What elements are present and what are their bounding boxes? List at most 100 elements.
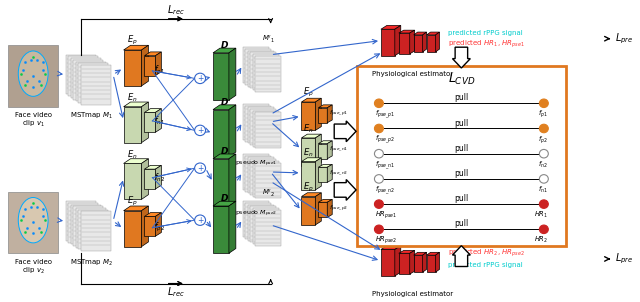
- Text: MSTmap $M_2$: MSTmap $M_2$: [70, 258, 113, 268]
- Polygon shape: [410, 30, 415, 54]
- Polygon shape: [327, 199, 332, 217]
- Text: $E_n$: $E_n$: [303, 146, 314, 159]
- FancyBboxPatch shape: [357, 66, 566, 246]
- Polygon shape: [301, 102, 316, 130]
- Text: D: D: [221, 147, 228, 156]
- Polygon shape: [327, 141, 332, 159]
- Polygon shape: [399, 30, 415, 33]
- Polygon shape: [145, 109, 161, 112]
- Polygon shape: [8, 192, 58, 253]
- Polygon shape: [124, 50, 141, 86]
- Circle shape: [540, 225, 548, 233]
- Polygon shape: [427, 252, 440, 255]
- Polygon shape: [229, 48, 236, 100]
- Polygon shape: [76, 208, 106, 248]
- Text: $f_{n2}$: $f_{n2}$: [538, 159, 548, 169]
- Polygon shape: [213, 53, 229, 100]
- Polygon shape: [71, 58, 100, 98]
- Polygon shape: [243, 154, 269, 190]
- Polygon shape: [399, 253, 410, 274]
- Ellipse shape: [19, 198, 48, 243]
- Polygon shape: [399, 33, 410, 54]
- Text: $L_{CVD}$: $L_{CVD}$: [448, 72, 475, 87]
- Text: $f_{pse\_n2}$: $f_{pse\_n2}$: [329, 168, 349, 178]
- Text: D: D: [221, 41, 228, 50]
- Polygon shape: [141, 45, 148, 86]
- Polygon shape: [253, 161, 278, 197]
- Text: $f_{n2}$: $f_{n2}$: [154, 172, 165, 184]
- Polygon shape: [301, 193, 321, 197]
- Text: +: +: [197, 126, 204, 135]
- Text: $f_{pse\_p2}$: $f_{pse\_p2}$: [329, 203, 349, 213]
- Polygon shape: [229, 105, 236, 157]
- Text: clip $v_1$: clip $v_1$: [22, 119, 45, 129]
- Polygon shape: [124, 45, 148, 50]
- Polygon shape: [381, 25, 401, 29]
- Text: $E_p$: $E_p$: [303, 181, 314, 194]
- Text: pull: pull: [454, 93, 468, 102]
- Text: $f_{pse\_n1}$: $f_{pse\_n1}$: [375, 159, 396, 172]
- Polygon shape: [301, 134, 321, 138]
- Text: pull: pull: [454, 219, 468, 228]
- Polygon shape: [145, 165, 161, 169]
- Polygon shape: [316, 193, 321, 225]
- Text: $E_n$: $E_n$: [127, 92, 138, 104]
- Polygon shape: [243, 47, 269, 83]
- Polygon shape: [381, 246, 401, 249]
- Text: $L_{pre}$: $L_{pre}$: [616, 252, 634, 266]
- Text: Physiological estimator: Physiological estimator: [372, 71, 453, 77]
- Circle shape: [374, 200, 383, 208]
- Polygon shape: [436, 252, 440, 272]
- Text: $L_{rec}$: $L_{rec}$: [166, 285, 185, 299]
- Text: $E_n$: $E_n$: [127, 148, 138, 161]
- Text: $f_{pse\_p2}$: $f_{pse\_p2}$: [375, 134, 396, 146]
- Polygon shape: [213, 105, 236, 110]
- Text: pull: pull: [454, 169, 468, 178]
- Polygon shape: [213, 201, 236, 206]
- Polygon shape: [213, 110, 229, 157]
- Polygon shape: [124, 159, 148, 163]
- Text: pseudo $M_{pse2}$: pseudo $M_{pse2}$: [235, 209, 277, 219]
- Polygon shape: [318, 141, 332, 144]
- Polygon shape: [71, 205, 100, 244]
- Circle shape: [195, 215, 205, 225]
- Polygon shape: [243, 201, 269, 237]
- Polygon shape: [318, 144, 327, 159]
- Polygon shape: [74, 206, 103, 246]
- Polygon shape: [413, 35, 422, 52]
- Polygon shape: [213, 159, 229, 206]
- Polygon shape: [124, 206, 148, 211]
- Text: $f_{p2}$: $f_{p2}$: [154, 221, 165, 234]
- Polygon shape: [301, 98, 321, 102]
- Text: $f_{pse\_p1}$: $f_{pse\_p1}$: [329, 109, 349, 118]
- Text: pseudo $M_{pse1}$: pseudo $M_{pse1}$: [235, 159, 277, 169]
- Polygon shape: [68, 56, 99, 96]
- Polygon shape: [413, 32, 427, 35]
- Polygon shape: [156, 109, 161, 132]
- Polygon shape: [141, 102, 148, 143]
- Text: $f_{pse\_p1}$: $f_{pse\_p1}$: [375, 109, 396, 121]
- Circle shape: [540, 124, 548, 133]
- Polygon shape: [66, 55, 96, 95]
- Polygon shape: [255, 210, 281, 246]
- Text: Physiological estimator: Physiological estimator: [372, 291, 453, 297]
- Polygon shape: [327, 164, 332, 182]
- Polygon shape: [250, 206, 276, 242]
- Polygon shape: [410, 250, 415, 274]
- Text: $E_n$: $E_n$: [303, 123, 314, 135]
- Polygon shape: [243, 104, 269, 140]
- Polygon shape: [253, 111, 278, 147]
- Polygon shape: [66, 201, 96, 241]
- Polygon shape: [255, 56, 281, 92]
- Polygon shape: [245, 49, 271, 85]
- Polygon shape: [145, 112, 156, 132]
- Polygon shape: [255, 112, 281, 148]
- Text: +: +: [197, 74, 204, 83]
- Text: $HR_2$: $HR_2$: [534, 235, 548, 245]
- Text: clip $v_2$: clip $v_2$: [22, 265, 45, 276]
- Polygon shape: [422, 252, 427, 272]
- Polygon shape: [248, 107, 274, 143]
- Polygon shape: [301, 197, 316, 225]
- Polygon shape: [395, 25, 401, 56]
- Text: $f_{n1}$: $f_{n1}$: [154, 115, 165, 127]
